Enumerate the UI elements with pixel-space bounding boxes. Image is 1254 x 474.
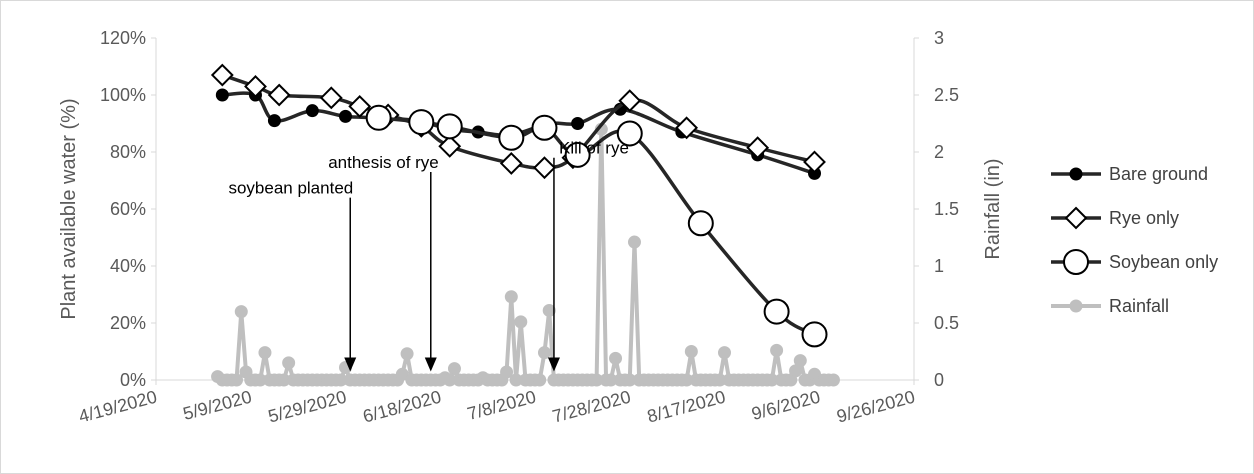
- data-point-rye-only: [210, 63, 234, 87]
- data-point-rye-only: [438, 134, 462, 158]
- series-line-rye-only: [221, 73, 815, 170]
- legend-entry-rye-only: Rye only: [1051, 206, 1179, 230]
- data-point-rye-only: [618, 89, 642, 113]
- data-point-rainfall: [395, 367, 409, 381]
- data-point-bare-ground: [339, 109, 352, 123]
- data-point-rye-only: [319, 86, 343, 110]
- y-tick-label: 20%: [110, 313, 146, 333]
- data-point-rainfall: [514, 315, 528, 329]
- legend-marker: [1064, 206, 1088, 230]
- y2-tick-label: 2: [934, 142, 944, 162]
- data-point-soybean-only: [408, 109, 435, 136]
- y-tick-label: 40%: [110, 256, 146, 276]
- x-tick-label: 8/17/2020: [645, 387, 728, 427]
- data-point-rainfall: [684, 345, 698, 358]
- legend-label: Rye only: [1109, 208, 1179, 228]
- x-tick-label: 9/26/2020: [835, 387, 918, 427]
- annotation-label: anthesis of rye: [328, 153, 439, 172]
- data-point-rainfall: [609, 351, 623, 365]
- data-point-rainfall: [718, 346, 731, 360]
- y2-tick-label: 2.5: [934, 85, 959, 105]
- legend-label: Soybean only: [1109, 252, 1218, 272]
- x-tick-label: 5/9/2020: [181, 387, 254, 424]
- data-point-soybean-only: [531, 114, 558, 141]
- data-point-rainfall: [282, 356, 296, 370]
- data-point-rainfall: [770, 343, 784, 357]
- data-point-rainfall: [500, 365, 514, 379]
- y2-axis-title: Rainfall (in): [982, 158, 1004, 259]
- data-point-bare-ground: [305, 104, 319, 118]
- data-point-soybean-only: [436, 113, 463, 140]
- y-tick-label: 80%: [110, 142, 146, 162]
- annotation-arrow-head: [424, 357, 437, 372]
- y2-tick-label: 1: [934, 256, 944, 276]
- y-tick-label: 100%: [100, 85, 146, 105]
- data-point-bare-ground: [267, 114, 281, 128]
- y2-tick-label: 3: [934, 28, 944, 48]
- x-tick-label: 5/29/2020: [266, 387, 349, 427]
- legend-entry-rainfall: Rainfall: [1051, 296, 1169, 316]
- data-point-rye-only: [675, 116, 699, 140]
- legend-entry-bare-ground: Bare ground: [1051, 164, 1208, 184]
- y-tick-label: 120%: [100, 28, 146, 48]
- annotation-2: anthesis of rye: [328, 153, 439, 372]
- data-point-bare-ground: [571, 117, 585, 130]
- y2-tick-label: 1.5: [934, 199, 959, 219]
- data-point-rye-only: [244, 75, 267, 98]
- data-point-rainfall: [537, 346, 551, 360]
- series-soybean-only: [365, 104, 828, 348]
- y2-tick-label: 0: [934, 370, 944, 390]
- data-point-soybean-only: [687, 210, 714, 237]
- legend-marker: [1063, 249, 1089, 275]
- y-tick-label: 0%: [120, 370, 146, 390]
- annotation-3: Kill of rye: [547, 139, 629, 372]
- data-point-soybean-only: [564, 141, 591, 168]
- data-point-soybean-only: [365, 104, 392, 131]
- data-point-rye-only: [267, 83, 291, 107]
- annotation-1: soybean planted: [228, 179, 357, 372]
- data-point-rye-only: [533, 156, 556, 180]
- x-tick-label: 4/19/2020: [77, 387, 160, 427]
- data-point-rainfall: [447, 362, 461, 376]
- data-point-soybean-only: [498, 124, 525, 151]
- data-point-rainfall: [627, 235, 641, 249]
- data-point-rainfall: [258, 346, 272, 360]
- y-tick-label: 60%: [110, 199, 146, 219]
- annotation-arrow-head: [344, 357, 357, 372]
- data-point-soybean-only: [763, 298, 790, 325]
- data-point-rye-only: [348, 94, 372, 118]
- data-point-rainfall: [400, 347, 414, 361]
- annotation-label: soybean planted: [228, 179, 353, 198]
- x-tick-label: 9/6/2020: [749, 387, 822, 424]
- data-point-rye-only: [803, 150, 826, 174]
- data-point-rainfall: [230, 373, 244, 387]
- data-point-bare-ground: [215, 88, 229, 102]
- series-rye-only: [210, 63, 826, 180]
- x-tick-label: 7/8/2020: [465, 387, 538, 424]
- annotation-arrow-head: [547, 357, 560, 372]
- series-rainfall: [211, 122, 840, 387]
- data-point-soybean-only: [801, 321, 828, 348]
- legend-entry-soybean-only: Soybean only: [1051, 249, 1218, 275]
- data-point-rye-only: [746, 136, 770, 160]
- data-point-rainfall: [533, 373, 547, 387]
- data-point-soybean-only: [616, 120, 643, 147]
- legend-marker: [1069, 167, 1083, 181]
- data-point-rainfall: [793, 354, 807, 368]
- x-tick-label: 7/28/2020: [550, 387, 633, 427]
- data-point-rainfall: [826, 373, 840, 387]
- legend-marker: [1069, 299, 1083, 313]
- annotation-label: Kill of rye: [559, 139, 629, 158]
- legend-label: Rainfall: [1109, 296, 1169, 316]
- data-point-rainfall: [504, 290, 518, 304]
- data-point-rye-only: [499, 151, 523, 175]
- data-point-rainfall: [234, 305, 248, 319]
- data-point-rainfall: [542, 303, 556, 317]
- legend-label: Bare ground: [1109, 164, 1208, 184]
- y2-tick-label: 0.5: [934, 313, 959, 333]
- y-axis-title: Plant available water (%): [58, 98, 80, 319]
- x-tick-label: 6/18/2020: [361, 387, 444, 427]
